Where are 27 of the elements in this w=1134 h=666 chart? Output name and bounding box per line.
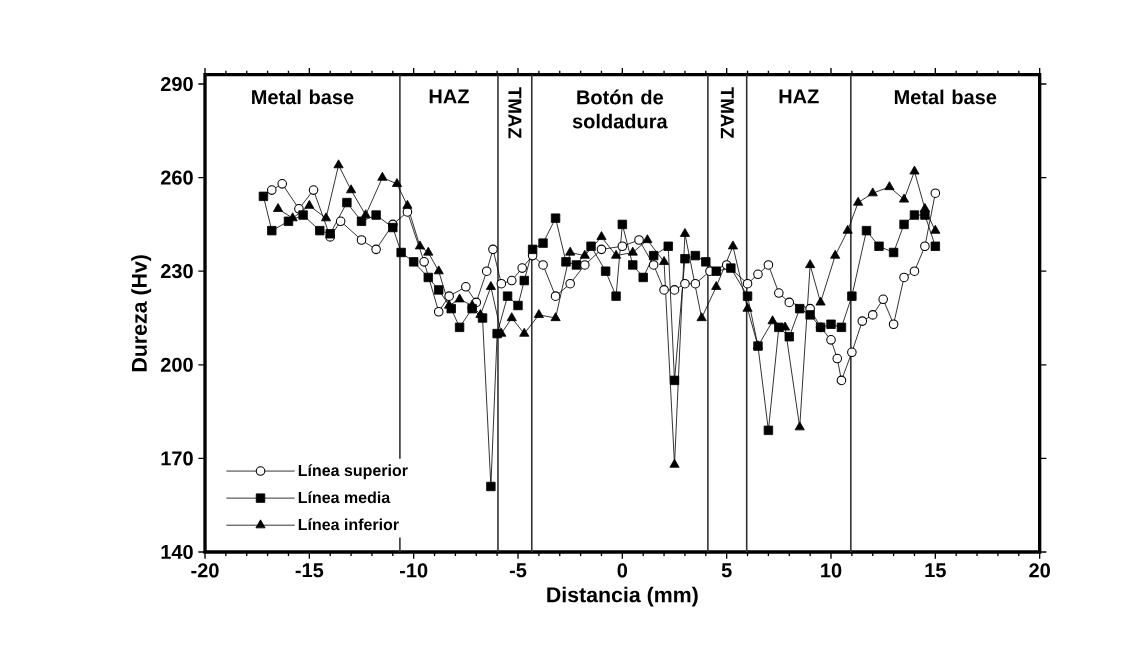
y-tick-label: 200 — [160, 357, 193, 372]
annotation: Metal base — [252, 89, 354, 105]
x-tick-label: 20 — [1029, 563, 1050, 578]
y-axis-title: Dureza (Hv) — [131, 255, 152, 372]
x-tick-label: 0 — [617, 563, 628, 578]
annotation: HAZ — [429, 89, 469, 104]
y-tick-label: 170 — [161, 451, 193, 466]
x-tick-label: 5 — [721, 563, 732, 578]
x-tick-label: -10 — [399, 563, 428, 578]
annotation: TMAZ — [720, 87, 734, 139]
y-tick-label: 230 — [160, 264, 193, 279]
annotation: HAZ — [779, 89, 819, 104]
x-tick-label: -5 — [509, 563, 527, 578]
legend-label: Línea superior — [298, 464, 408, 480]
y-tick-label: 290 — [160, 76, 193, 92]
x-tick-label: -20 — [191, 563, 219, 578]
y-tick-label: 260 — [160, 170, 193, 185]
x-axis-title: Distancia (mm) — [547, 586, 698, 607]
x-tick-label: -15 — [295, 563, 324, 578]
annotation: TMAZ — [508, 87, 522, 139]
annotation: Metal base — [894, 89, 997, 105]
legend-label: Línea media — [298, 491, 391, 504]
x-tick-label: 10 — [821, 563, 842, 578]
legend-label: Línea inferior — [298, 518, 399, 531]
annotation: Botón de soldadura — [572, 89, 668, 129]
x-tick-label: 15 — [925, 563, 946, 578]
y-tick-label: 140 — [161, 544, 193, 560]
